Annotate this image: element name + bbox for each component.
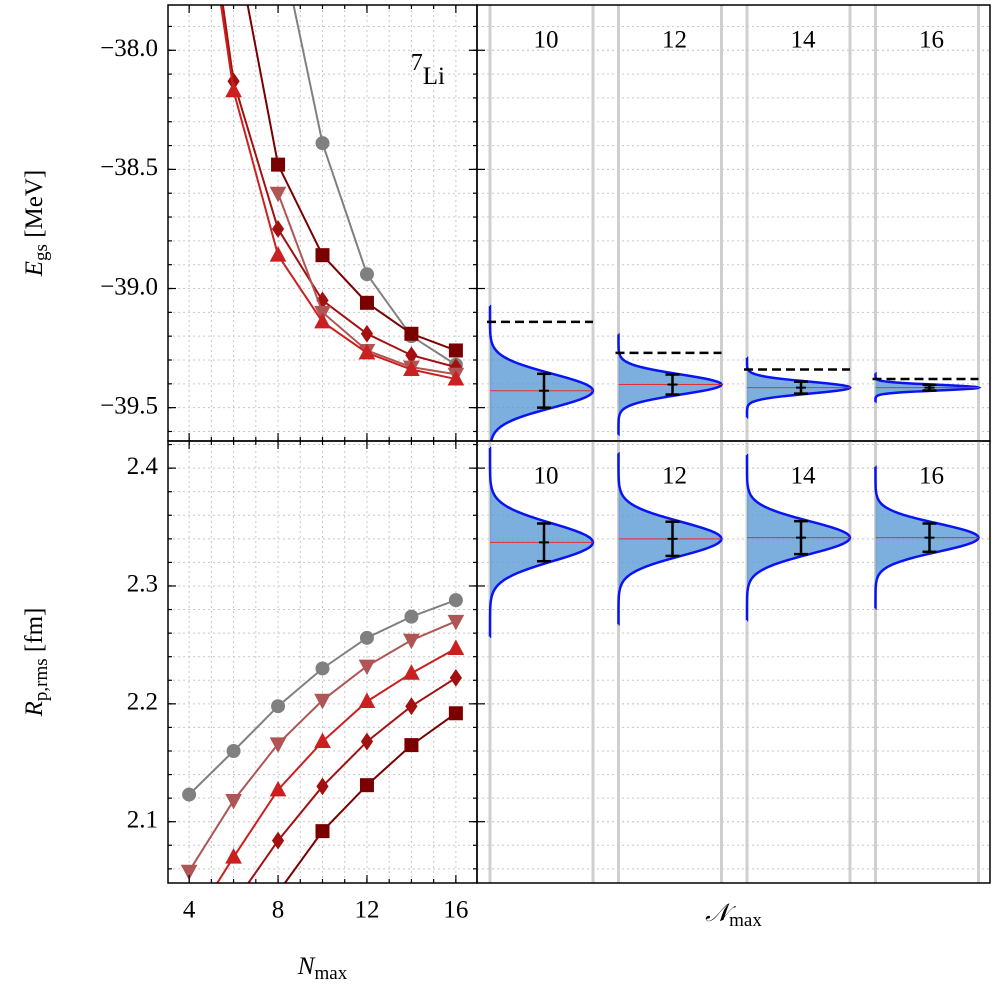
axis-label: Rp,rms [fm] (21, 608, 53, 718)
x-tick-label: 4 (183, 897, 196, 924)
marker (182, 787, 197, 802)
marker (358, 692, 376, 708)
panel-frame (476, 440, 991, 884)
plot-area (477, 5, 990, 441)
marker (314, 732, 331, 749)
marker (269, 780, 287, 797)
marker (315, 824, 330, 839)
marker (358, 659, 376, 676)
label-part: [MeV] (21, 170, 48, 244)
axis-label: Nmax (297, 953, 348, 985)
y-tick-label: −38.0 (100, 35, 158, 62)
y-tick-label: −39.0 (100, 273, 158, 300)
y-tick-label: 2.2 (127, 689, 158, 716)
marker (405, 697, 418, 716)
marker (315, 136, 330, 151)
marker (404, 738, 419, 753)
marker (314, 693, 331, 710)
label-part: [fm] (21, 608, 48, 659)
marker (271, 831, 285, 850)
column-label: 12 (662, 27, 687, 54)
label-part: N (297, 953, 316, 980)
marker (271, 157, 286, 172)
axis-label: 𝒩max (705, 900, 762, 932)
marker (360, 324, 374, 343)
column-label: 16 (919, 27, 944, 54)
label-part: Li (423, 63, 445, 90)
y-tick-label: −39.5 (100, 392, 158, 419)
marker (358, 343, 376, 360)
marker (180, 864, 198, 881)
column-label: 10 (534, 463, 559, 490)
y-tick-label: −38.5 (100, 154, 158, 181)
column-label: 12 (662, 463, 687, 490)
marker (316, 777, 329, 796)
marker (228, 896, 239, 912)
marker (448, 343, 463, 358)
marker (403, 360, 420, 377)
axis-label: Egs [MeV] (21, 170, 53, 277)
x-tick-label: 12 (354, 897, 379, 924)
label-part: p,rms (31, 658, 52, 701)
x-tick-label: 8 (272, 897, 285, 924)
plot-area (477, 441, 990, 883)
label-part: gs (31, 244, 52, 261)
label-part: 7 (411, 50, 423, 76)
y-tick-label: 2.3 (127, 571, 158, 598)
marker (359, 295, 374, 310)
marker (271, 220, 285, 238)
label-part: E (21, 261, 48, 277)
column-label: 14 (791, 27, 817, 54)
marker (404, 326, 419, 341)
marker (226, 743, 241, 758)
marker (269, 186, 287, 203)
y-tick-label: 2.1 (127, 806, 158, 833)
marker (269, 737, 287, 753)
marker (448, 593, 463, 608)
series-line (246, 5, 457, 352)
marker (225, 81, 242, 98)
marker (448, 706, 463, 721)
marker (225, 793, 242, 810)
label-part: max (729, 910, 762, 931)
x-tick-label: 16 (443, 897, 468, 924)
marker (314, 312, 331, 329)
marker (315, 248, 330, 263)
marker (449, 669, 462, 687)
marker (359, 267, 374, 282)
marker (269, 246, 287, 262)
marker (225, 848, 242, 864)
marker (360, 732, 374, 751)
label-part: max (314, 963, 347, 984)
y-tick-label: 2.4 (127, 453, 159, 480)
series-line (247, 677, 457, 883)
marker (359, 778, 374, 793)
marker (315, 661, 330, 676)
label-part: R (21, 701, 48, 717)
marker (403, 664, 420, 680)
column-label: 16 (919, 463, 944, 490)
marker (403, 633, 420, 650)
marker (404, 609, 419, 624)
marker (447, 369, 465, 386)
column-label: 14 (791, 463, 817, 490)
marker (271, 699, 286, 714)
marker (359, 630, 374, 645)
marker (447, 639, 465, 655)
marker (447, 614, 465, 631)
annotation: 7Li (411, 50, 445, 90)
plot-area (168, 5, 477, 441)
plot-area (168, 441, 477, 912)
column-label: 10 (534, 27, 559, 54)
